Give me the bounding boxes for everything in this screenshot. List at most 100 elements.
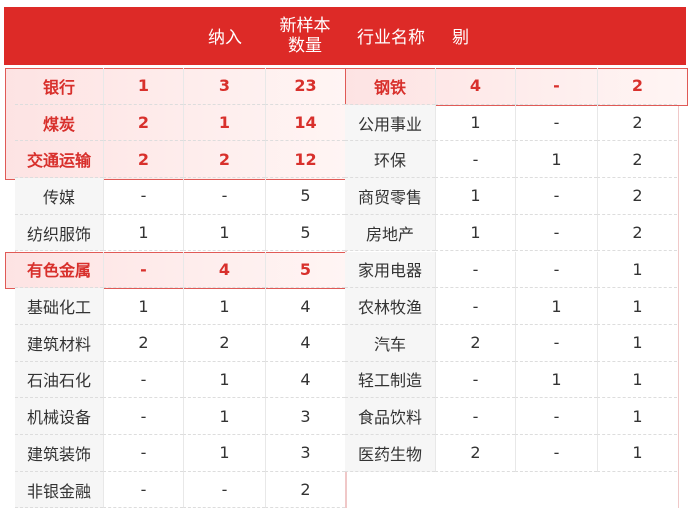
value-cell: - <box>515 104 597 142</box>
value-cell: 1 <box>597 324 677 362</box>
value-cell: 23 <box>265 68 345 105</box>
value-cell: 2 <box>183 141 265 179</box>
highlight-box <box>5 68 348 181</box>
value-cell: 1 <box>515 361 597 399</box>
value-cell: - <box>515 214 597 252</box>
industry-name-cell: 商贸零售 <box>345 178 435 215</box>
value-cell: 3 <box>265 398 345 435</box>
header-out: 剔 <box>452 28 469 48</box>
value-cell: 2 <box>435 435 515 472</box>
header-new-line2: 数量 <box>288 36 322 56</box>
industry-name-cell: 银行 <box>15 68 103 105</box>
value-cell: - <box>515 435 597 472</box>
value-cell: 4 <box>265 288 345 325</box>
value-cell: - <box>435 398 515 435</box>
value-cell: 12 <box>265 141 345 179</box>
value-cell: 1 <box>183 435 265 472</box>
value-cell: 2 <box>103 141 183 179</box>
value-cell: 1 <box>103 68 183 105</box>
industry-name-cell: 有色金属 <box>15 252 103 289</box>
industry-name-cell: 纺织服饰 <box>15 214 103 252</box>
table-header <box>4 7 686 65</box>
value-cell: - <box>515 324 597 362</box>
industry-name-cell: 煤炭 <box>15 105 103 142</box>
value-cell: 5 <box>265 251 345 289</box>
value-cell: - <box>435 141 515 179</box>
industry-name-cell: 基础化工 <box>15 288 103 325</box>
industry-name-cell: 轻工制造 <box>345 361 435 399</box>
value-cell: 5 <box>265 178 345 215</box>
value-cell: 1 <box>183 214 265 252</box>
value-cell: 4 <box>183 251 265 289</box>
value-cell: 2 <box>265 471 345 509</box>
value-cell: - <box>103 251 183 289</box>
value-cell: 1 <box>597 288 677 325</box>
value-cell: 4 <box>435 68 515 105</box>
value-cell: 1 <box>183 288 265 325</box>
value-cell: - <box>103 178 183 215</box>
value-cell: - <box>103 361 183 399</box>
value-cell: 2 <box>183 324 265 362</box>
value-cell: - <box>515 398 597 435</box>
value-cell: 1 <box>515 141 597 179</box>
value-cell: 1 <box>515 288 597 325</box>
value-cell: 1 <box>597 361 677 399</box>
value-cell: 1 <box>103 288 183 325</box>
value-cell: 2 <box>103 104 183 142</box>
value-cell: - <box>103 435 183 472</box>
value-cell: 1 <box>435 178 515 215</box>
value-cell: - <box>515 178 597 215</box>
value-cell: - <box>435 288 515 325</box>
value-cell: - <box>103 471 183 509</box>
header-in: 纳入 <box>208 28 242 48</box>
highlight-box <box>345 68 688 106</box>
industry-name-cell: 钢铁 <box>345 68 435 105</box>
value-cell: 2 <box>597 214 677 252</box>
value-cell: 3 <box>265 435 345 472</box>
header-new-count: 新样本 数量 <box>265 16 345 56</box>
industry-name-cell: 建筑材料 <box>15 324 103 362</box>
header-new-line1: 新样本 <box>279 16 331 36</box>
value-cell: 1 <box>183 361 265 399</box>
value-cell: - <box>435 251 515 289</box>
industry-name-cell: 公用事业 <box>345 104 435 142</box>
value-cell: 2 <box>435 324 515 362</box>
industry-name-cell: 房地产 <box>345 214 435 252</box>
value-cell: 1 <box>435 104 515 142</box>
highlight-box <box>5 251 348 290</box>
value-cell: - <box>183 471 265 509</box>
value-cell: 5 <box>265 214 345 252</box>
industry-name-cell: 环保 <box>345 141 435 179</box>
industry-name-cell: 建筑装饰 <box>15 435 103 472</box>
value-cell: 4 <box>265 324 345 362</box>
value-cell: - <box>515 68 597 105</box>
value-cell: 14 <box>265 104 345 142</box>
value-cell: 2 <box>103 324 183 362</box>
value-cell: - <box>435 361 515 399</box>
value-cell: - <box>183 178 265 215</box>
industry-name-cell: 家用电器 <box>345 251 435 289</box>
value-cell: 1 <box>597 435 677 472</box>
value-cell: - <box>515 251 597 289</box>
value-cell: 1 <box>183 104 265 142</box>
value-cell: - <box>103 398 183 435</box>
industry-name-cell: 医药生物 <box>345 435 435 472</box>
value-cell: 2 <box>597 68 677 105</box>
header-industry: 行业名称 <box>357 28 425 48</box>
value-cell: 1 <box>597 251 677 289</box>
value-cell: 3 <box>183 68 265 105</box>
value-cell: 1 <box>103 214 183 252</box>
value-cell: 2 <box>597 141 677 179</box>
industry-name-cell: 汽车 <box>345 324 435 362</box>
industry-name-cell: 机械设备 <box>15 398 103 435</box>
value-cell: 1 <box>183 398 265 435</box>
value-cell: 1 <box>435 214 515 252</box>
value-cell: 1 <box>597 398 677 435</box>
value-cell: 4 <box>265 361 345 399</box>
industry-name-cell: 农林牧渔 <box>345 288 435 325</box>
value-cell: 2 <box>597 104 677 142</box>
industry-name-cell: 传媒 <box>15 178 103 215</box>
industry-name-cell: 石油石化 <box>15 361 103 399</box>
industry-name-cell: 食品饮料 <box>345 398 435 435</box>
value-cell: 2 <box>597 178 677 215</box>
